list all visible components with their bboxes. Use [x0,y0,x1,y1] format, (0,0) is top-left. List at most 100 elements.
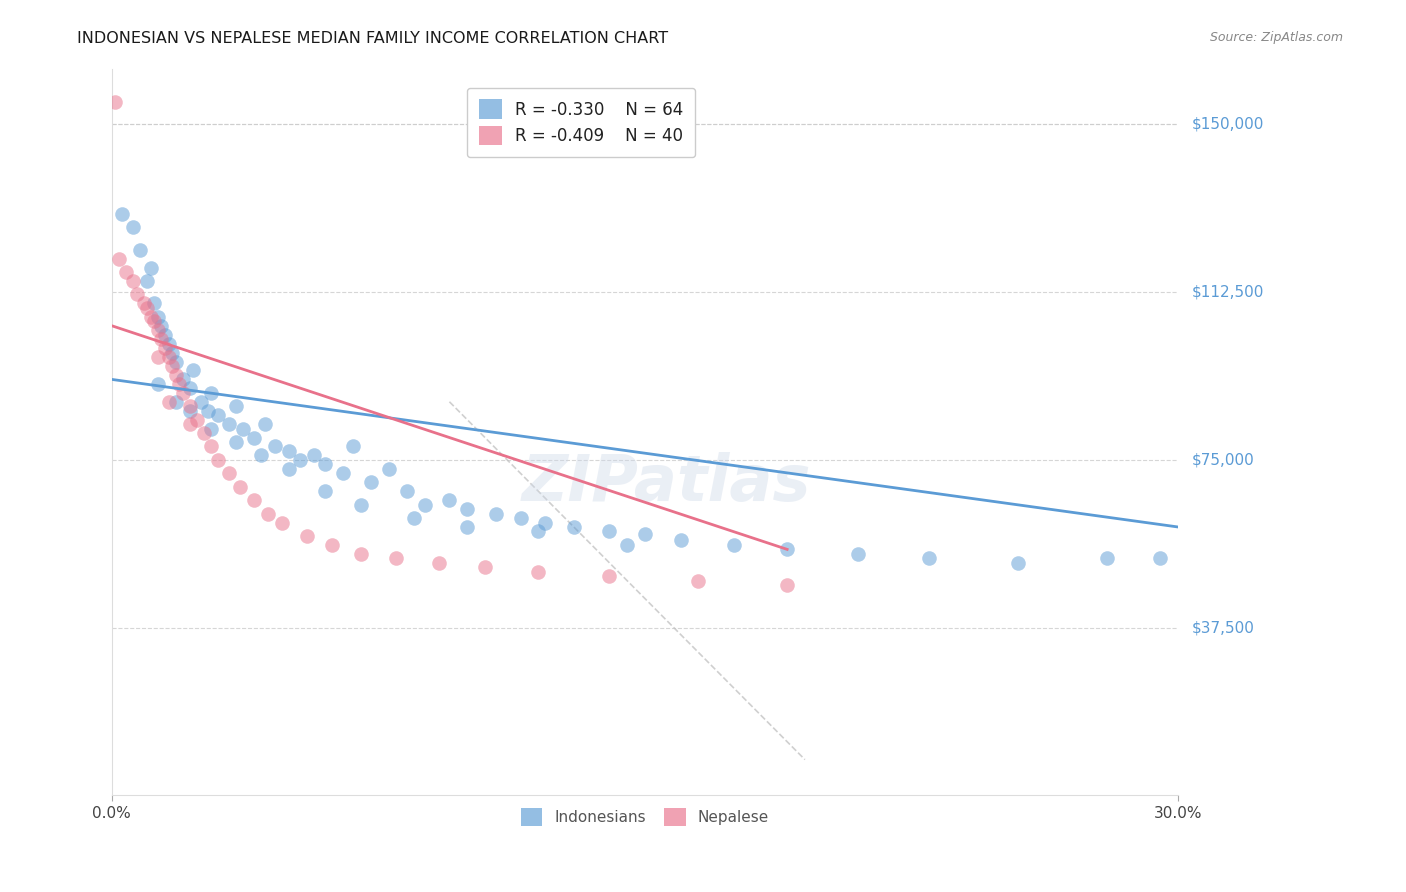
Point [395,484,418,499]
Point [304,449,326,463]
Point [186,412,208,426]
Point [288,453,311,467]
Point [271,516,294,530]
Point [172,385,194,400]
Point [634,526,657,541]
Point [153,341,176,355]
Legend: Indonesians, Nepalese: Indonesians, Nepalese [512,799,779,835]
Point [150,318,173,333]
Point [172,372,194,386]
Point [456,502,478,516]
Point [485,507,508,521]
Point [179,403,201,417]
Point [321,538,343,552]
Text: INDONESIAN VS NEPALESE MEDIAN FAMILY INCOME CORRELATION CHART: INDONESIAN VS NEPALESE MEDIAN FAMILY INC… [77,31,668,46]
Point [360,475,382,490]
Point [332,467,354,481]
Point [349,498,371,512]
Point [846,547,869,561]
Point [150,332,173,346]
Point [146,310,169,324]
Point [456,520,478,534]
Point [776,542,799,557]
Point [378,462,401,476]
Point [136,301,159,315]
Point [193,426,215,441]
Point [562,520,585,534]
Point [160,345,183,359]
Point [723,538,745,552]
Point [108,252,131,266]
Point [264,440,287,454]
Text: $112,500: $112,500 [1192,285,1264,300]
Point [111,207,134,221]
Point [527,524,550,539]
Point [402,511,425,525]
Point [143,296,166,310]
Point [183,363,205,377]
Point [688,574,710,588]
Point [122,274,145,288]
Point [139,260,162,275]
Point [225,399,247,413]
Point [200,421,222,435]
Point [253,417,276,431]
Point [534,516,557,530]
Point [918,551,941,566]
Point [190,394,212,409]
Point [278,444,301,458]
Point [165,394,187,409]
Point [427,556,450,570]
Point [207,453,229,467]
Text: ZIPatlas: ZIPatlas [522,452,811,514]
Point [125,287,148,301]
Point [167,376,190,391]
Point [157,394,180,409]
Point [179,381,201,395]
Point [474,560,496,574]
Point [342,440,364,454]
Point [349,547,371,561]
Point [218,417,240,431]
Point [157,336,180,351]
Point [509,511,531,525]
Point [146,323,169,337]
Point [153,327,176,342]
Point [218,467,240,481]
Point [616,538,638,552]
Point [439,493,461,508]
Point [207,408,229,422]
Point [278,462,301,476]
Point [136,274,159,288]
Point [1007,556,1029,570]
Point [146,376,169,391]
Text: $37,500: $37,500 [1192,620,1256,635]
Point [225,435,247,450]
Point [250,449,273,463]
Point [669,533,692,548]
Point [200,385,222,400]
Point [165,368,187,382]
Text: $75,000: $75,000 [1192,452,1254,467]
Point [527,565,550,579]
Point [129,243,152,257]
Point [157,350,180,364]
Point [197,403,219,417]
Point [179,417,201,431]
Point [122,220,145,235]
Point [160,359,183,373]
Point [228,480,250,494]
Point [104,95,127,109]
Point [385,551,408,566]
Point [243,431,266,445]
Point [776,578,799,592]
Point [413,498,436,512]
Point [243,493,266,508]
Point [314,484,336,499]
Point [1149,551,1171,566]
Point [598,524,620,539]
Point [143,314,166,328]
Point [314,458,336,472]
Point [146,350,169,364]
Point [165,354,187,368]
